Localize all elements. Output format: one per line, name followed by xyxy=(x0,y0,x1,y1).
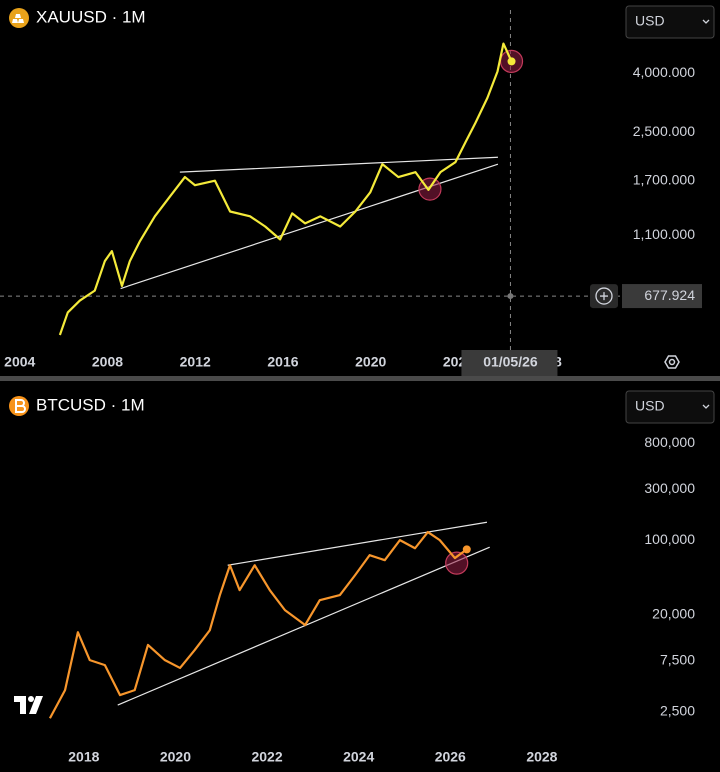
last-price-dot xyxy=(507,57,516,66)
x-tick-label: 2004 xyxy=(4,354,35,370)
y-tick-label: 20,000 xyxy=(652,606,695,622)
btc-icon xyxy=(9,396,29,416)
y-tick-label: 1,100.000 xyxy=(633,226,695,242)
x-tick-label: 2020 xyxy=(160,749,191,765)
last-price-dot xyxy=(462,545,471,554)
x-tick-label: 2022 xyxy=(251,749,282,765)
add-alert-icon xyxy=(595,287,613,305)
price-line xyxy=(48,530,468,719)
currency-dropdown[interactable] xyxy=(625,5,715,39)
symbol-title: BTCUSD · 1M xyxy=(36,395,145,414)
x-tick-label: 2028 xyxy=(526,749,557,765)
y-tick-label: 2,500.000 xyxy=(633,123,695,139)
y-tick-label: 7,500 xyxy=(660,651,695,667)
dropdown-chevron xyxy=(702,19,710,24)
x-tick-label: 2016 xyxy=(267,354,298,370)
pane-separator xyxy=(0,376,720,381)
gold-icon xyxy=(9,8,29,28)
add-alert-plus xyxy=(600,292,608,301)
x-tick-label: 2026 xyxy=(435,749,466,765)
y-tick-label: 1,700.000 xyxy=(633,171,695,187)
x-tick-label: 2024 xyxy=(343,749,374,765)
symbol-title: XAUUSD · 1M xyxy=(36,7,146,26)
trendline xyxy=(179,156,498,173)
y-tick-label: 4,000.000 xyxy=(633,64,695,80)
price-line xyxy=(58,42,513,336)
y-tick-label: 800,000 xyxy=(644,434,695,450)
highlight-circle xyxy=(445,551,469,575)
date-label: 01/05/26 xyxy=(483,354,538,370)
currency-dropdown[interactable] xyxy=(625,390,715,424)
y-tick-label: 2,500 xyxy=(660,702,695,718)
date-label-box xyxy=(461,350,558,376)
currency-label: USD xyxy=(635,13,665,29)
y-tick-label: 300,000 xyxy=(644,480,695,496)
settings-icon[interactable] xyxy=(664,355,680,369)
y-tick-label: 100,000 xyxy=(644,531,695,547)
trendline xyxy=(117,546,490,706)
price-label-box xyxy=(622,284,702,309)
x-tick-label: 2008 xyxy=(92,354,123,370)
tradingview-logo xyxy=(14,696,43,714)
trendline xyxy=(227,521,488,566)
x-tick-label: 2020 xyxy=(355,354,386,370)
x-tick-label: 2018 xyxy=(68,749,99,765)
currency-label: USD xyxy=(635,398,665,414)
dropdown-chevron xyxy=(702,404,710,409)
x-tick-label: 2012 xyxy=(180,354,211,370)
price-label: 677.924 xyxy=(644,287,695,303)
crosshair-dot xyxy=(507,293,514,300)
